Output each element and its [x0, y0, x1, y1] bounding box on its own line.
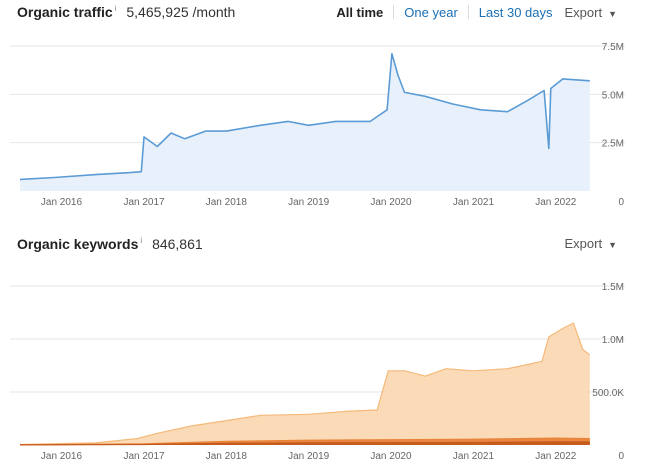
info-icon[interactable]: i	[114, 4, 117, 14]
x-tick-label: Jan 2019	[288, 451, 330, 462]
organic-keywords-header: Organic keywords i 846,861 Export ▼	[0, 232, 667, 256]
chevron-down-icon: ▼	[608, 240, 617, 250]
x-tick-label: Jan 2018	[206, 197, 248, 208]
keywords-area-series-1	[20, 323, 590, 445]
organic-keywords-chart[interactable]: 1.5M 1.0M 500.0K 0 Jan 2016 Jan 2017 Jan 2018 J…	[0, 270, 667, 470]
keywords-line-series-3	[19, 441, 590, 446]
traffic-export-button[interactable]: Export ▼	[565, 5, 618, 20]
y-tick-label: 1.0M	[602, 335, 624, 346]
range-one-year-button[interactable]: One year	[404, 4, 458, 20]
x-tick-label: Jan 2021	[453, 197, 495, 208]
traffic-export-label: Export	[564, 4, 603, 20]
y-tick-label: 500.0K	[592, 388, 624, 399]
organic-traffic-chart[interactable]: 7.5M 5.0M 2.5M 0 Jan 2016 Jan 2017 Jan 2018 Jan…	[0, 30, 667, 220]
x-tick-label: Jan 2017	[123, 197, 165, 208]
organic-traffic-value: 5,465,925 /month	[126, 4, 236, 20]
organic-traffic-title: Organic traffic i 5,465,925 /month	[17, 4, 235, 20]
x-tick-label: Jan 2019	[288, 197, 330, 208]
organic-traffic-title-text: Organic traffic	[17, 4, 113, 20]
y-tick-label: 1.5M	[602, 282, 624, 293]
info-icon[interactable]: i	[140, 236, 143, 246]
x-tick-label: Jan 2022	[535, 197, 577, 208]
traffic-area	[20, 53, 590, 192]
y-tick-label: 0	[618, 197, 624, 208]
y-tick-label: 5.0M	[602, 90, 624, 101]
x-tick-label: Jan 2022	[535, 451, 577, 462]
range-divider	[393, 5, 395, 19]
y-tick-label: 2.5M	[602, 139, 624, 150]
x-tick-label: Jan 2016	[41, 451, 83, 462]
range-divider	[467, 5, 469, 19]
range-last-30-days-button[interactable]: Last 30 days	[478, 4, 553, 20]
x-tick-label: Jan 2017	[123, 451, 165, 462]
organic-keywords-title-text: Organic keywords	[17, 236, 139, 252]
range-selector: All time One year Last 30 days Export ▼	[336, 0, 667, 24]
x-tick-label: Jan 2016	[41, 197, 83, 208]
x-tick-label: Jan 2020	[370, 197, 412, 208]
traffic-series-line	[19, 52, 590, 181]
keywords-export-button[interactable]: Export ▼	[565, 236, 618, 251]
organic-keywords-title: Organic keywords i 846,861	[17, 236, 203, 252]
organic-keywords-value: 846,861	[152, 236, 203, 252]
y-tick-label: 0	[618, 451, 624, 462]
chevron-down-icon: ▼	[608, 8, 617, 19]
x-tick-label: Jan 2021	[453, 451, 495, 462]
x-tick-label: Jan 2020	[370, 451, 412, 462]
organic-traffic-header: Organic traffic i 5,465,925 /month All ti…	[0, 0, 667, 24]
range-all-time-button[interactable]: All time	[336, 4, 384, 20]
x-tick-label: Jan 2018	[206, 451, 248, 462]
keywords-export-label: Export	[564, 236, 603, 251]
keywords-line-series-2	[19, 437, 590, 446]
y-tick-label: 7.5M	[602, 42, 624, 53]
keywords-line-series-1	[19, 322, 591, 446]
